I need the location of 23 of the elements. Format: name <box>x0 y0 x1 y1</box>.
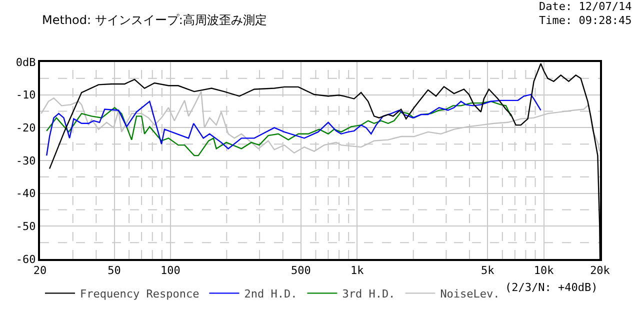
legend-label: 3rd H.D. <box>342 287 396 300</box>
text: Date: 12/07/14 <box>539 0 632 13</box>
y-tick-label: -20 <box>16 122 36 135</box>
x-tick-label: 20k <box>590 264 610 278</box>
x-tick-label: 10k <box>534 264 554 278</box>
y-tick-label: -60 <box>16 252 36 266</box>
legend-label: NoiseLev. <box>440 287 500 300</box>
text: Time: 09:28:45 <box>539 14 632 27</box>
chart-subtitle: Method: サインスイープ:高周波歪み測定 <box>42 13 267 27</box>
text: (2/3/N: +40dB) <box>505 281 598 294</box>
x-tick-label: 500 <box>291 264 311 278</box>
y-tick-label: 0dB <box>16 56 36 69</box>
y-tick-label: -10 <box>16 88 36 102</box>
x-tick-label: 5k <box>480 264 495 278</box>
y-tick-label: -30 <box>16 154 36 168</box>
x-tick-label: 50 <box>108 264 121 278</box>
x-tick-label: 100 <box>160 264 180 278</box>
legend-label: 2nd H.D. <box>244 287 298 300</box>
y-tick-label: -50 <box>16 220 36 234</box>
x-tick-label: 1k <box>350 264 364 278</box>
y-tick-label: -40 <box>16 187 36 200</box>
legend-label: Frequency Responce <box>80 287 200 300</box>
x-tick-label: 20 <box>33 264 47 278</box>
